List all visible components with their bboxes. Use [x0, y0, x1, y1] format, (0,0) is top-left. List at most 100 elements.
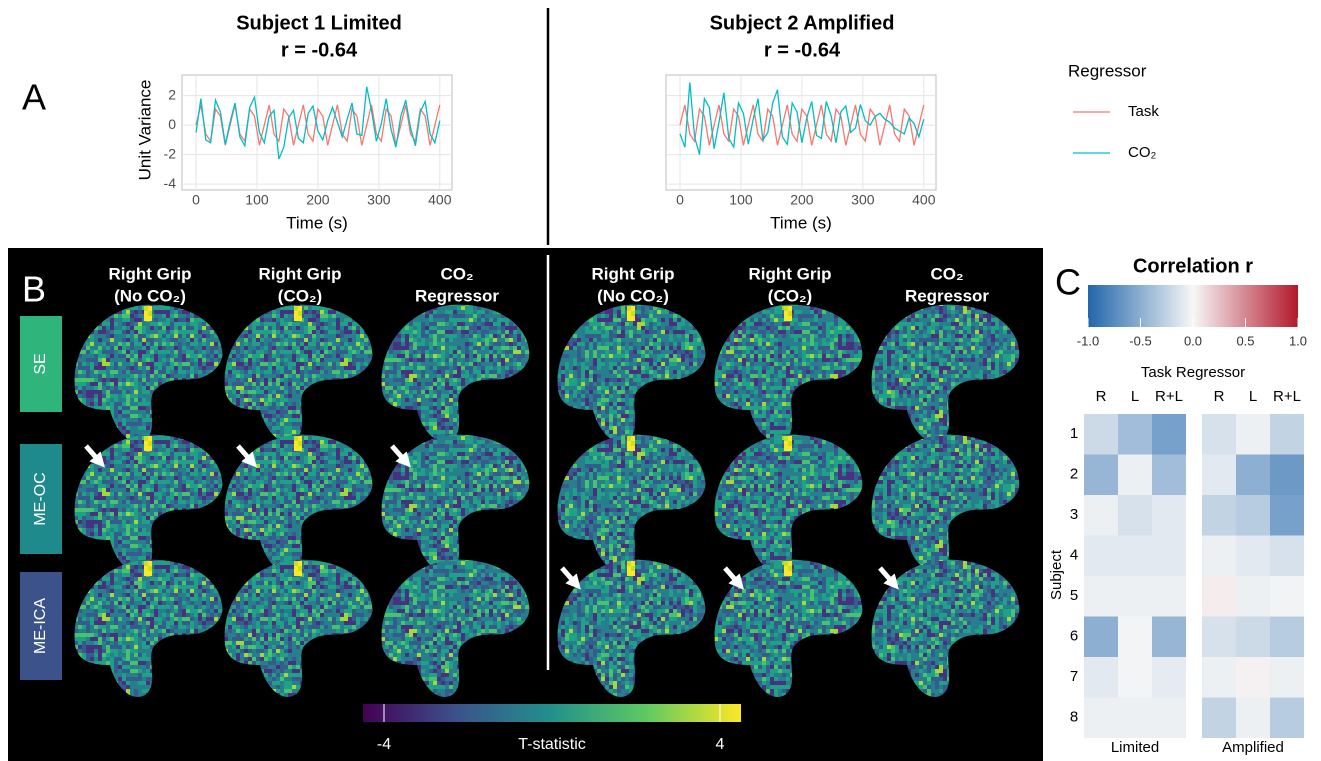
column-header: Right Grip — [748, 264, 831, 283]
activation — [294, 306, 298, 311]
x-tick-label: 300 — [851, 192, 875, 208]
heatmap-cell — [1084, 414, 1118, 455]
activation — [784, 571, 788, 576]
column-header: Regressor — [415, 286, 499, 305]
activation — [788, 306, 792, 311]
y-axis-label: Subject — [1048, 549, 1065, 600]
activation — [144, 316, 148, 321]
row-label: 7 — [1070, 668, 1078, 685]
x-tick-label: 100 — [729, 192, 753, 208]
heatmap-cell — [1202, 698, 1236, 739]
column-header: Right Grip — [258, 264, 341, 283]
x-tick-label: 0 — [192, 192, 200, 208]
activation — [627, 571, 631, 576]
colorbar-tick-label: -4 — [377, 736, 391, 753]
colorbar-tick-label: -0.5 — [1129, 333, 1151, 348]
activation — [298, 571, 302, 576]
row-label: ME-OC — [32, 472, 49, 525]
heatmap-cell — [1270, 414, 1304, 455]
heatmap-cell — [1236, 414, 1270, 455]
heatmap-cell — [1236, 657, 1270, 698]
heatmap-cell — [1236, 617, 1270, 658]
row-label: 3 — [1070, 506, 1078, 523]
activation — [631, 566, 635, 571]
chart-title: Subject 1 Limited — [236, 12, 402, 34]
heatmap-cell — [1202, 536, 1236, 577]
activation — [148, 441, 152, 446]
column-header: (CO₂) — [768, 286, 812, 305]
heatmap-cell — [1236, 495, 1270, 536]
y-tick-label: 2 — [168, 86, 176, 102]
activation — [631, 311, 635, 316]
activation — [148, 446, 152, 451]
heatmap-cell — [1118, 455, 1152, 496]
group-label: Limited — [1111, 739, 1159, 756]
heatmap-cell — [1152, 414, 1186, 455]
heatmap-cell — [1236, 536, 1270, 577]
heatmap-cell — [1270, 495, 1304, 536]
heatmap-cell — [1152, 576, 1186, 617]
activation — [788, 441, 792, 446]
activation — [627, 316, 631, 321]
group-label: Amplified — [1222, 739, 1284, 756]
activation — [788, 566, 792, 571]
row-label: 8 — [1070, 709, 1078, 726]
column-header: (No CO₂) — [597, 286, 669, 305]
activation — [631, 561, 635, 566]
column-header: (No CO₂) — [114, 286, 186, 305]
activation — [144, 441, 148, 446]
x-axis-label: Task Regressor — [1141, 364, 1245, 381]
colorbar — [363, 704, 741, 722]
activation — [294, 311, 298, 316]
heatmap-cell — [1202, 657, 1236, 698]
heatmap-cell — [1270, 698, 1304, 739]
heatmap-cell — [1270, 576, 1304, 617]
x-tick-label: 200 — [790, 192, 814, 208]
activation — [627, 311, 631, 316]
x-tick-label: 100 — [245, 192, 269, 208]
activation — [298, 316, 302, 321]
heatmap-cell — [1084, 657, 1118, 698]
heatmap-cell — [1084, 617, 1118, 658]
activation — [631, 436, 635, 441]
column-header: (CO₂) — [278, 286, 322, 305]
activation — [298, 311, 302, 316]
row-label: SE — [32, 353, 49, 374]
row-label: 4 — [1070, 547, 1078, 564]
y-tick-label: 0 — [168, 116, 176, 132]
column-label: L — [1131, 388, 1139, 405]
column-label: R+L — [1273, 388, 1301, 405]
activation — [148, 571, 152, 576]
y-axis-label: Unit Variance — [135, 80, 154, 181]
activation — [144, 566, 148, 571]
heatmap-cell — [1236, 455, 1270, 496]
heatmap-cell — [1270, 657, 1304, 698]
chart-title: Correlation r — [1133, 255, 1253, 277]
x-tick-label: 300 — [367, 192, 391, 208]
x-tick-label: 0 — [676, 192, 684, 208]
x-tick-label: 400 — [912, 192, 936, 208]
heatmap-cell — [1152, 455, 1186, 496]
heatmap-cell — [1236, 698, 1270, 739]
x-tick-label: 400 — [428, 192, 452, 208]
heatmap-cell — [1084, 698, 1118, 739]
activation — [784, 436, 788, 441]
heatmap-cell — [1118, 576, 1152, 617]
activation — [627, 446, 631, 451]
heatmap-cell — [1084, 576, 1118, 617]
activation — [144, 306, 148, 311]
row-label: 1 — [1070, 425, 1078, 442]
heatmap-cell — [1118, 617, 1152, 658]
heatmap-cell — [1118, 698, 1152, 739]
activation — [784, 561, 788, 566]
colorbar-tick-label: 1.0 — [1289, 333, 1307, 348]
colorbar-tick-label: 4 — [716, 736, 725, 753]
activation — [788, 571, 792, 576]
colorbar-tick-label: -1.0 — [1077, 333, 1099, 348]
panel-label: B — [22, 269, 46, 310]
activation — [148, 316, 152, 321]
heatmap-cell — [1084, 455, 1118, 496]
activation — [148, 306, 152, 311]
column-header: Regressor — [905, 286, 989, 305]
activation — [788, 446, 792, 451]
